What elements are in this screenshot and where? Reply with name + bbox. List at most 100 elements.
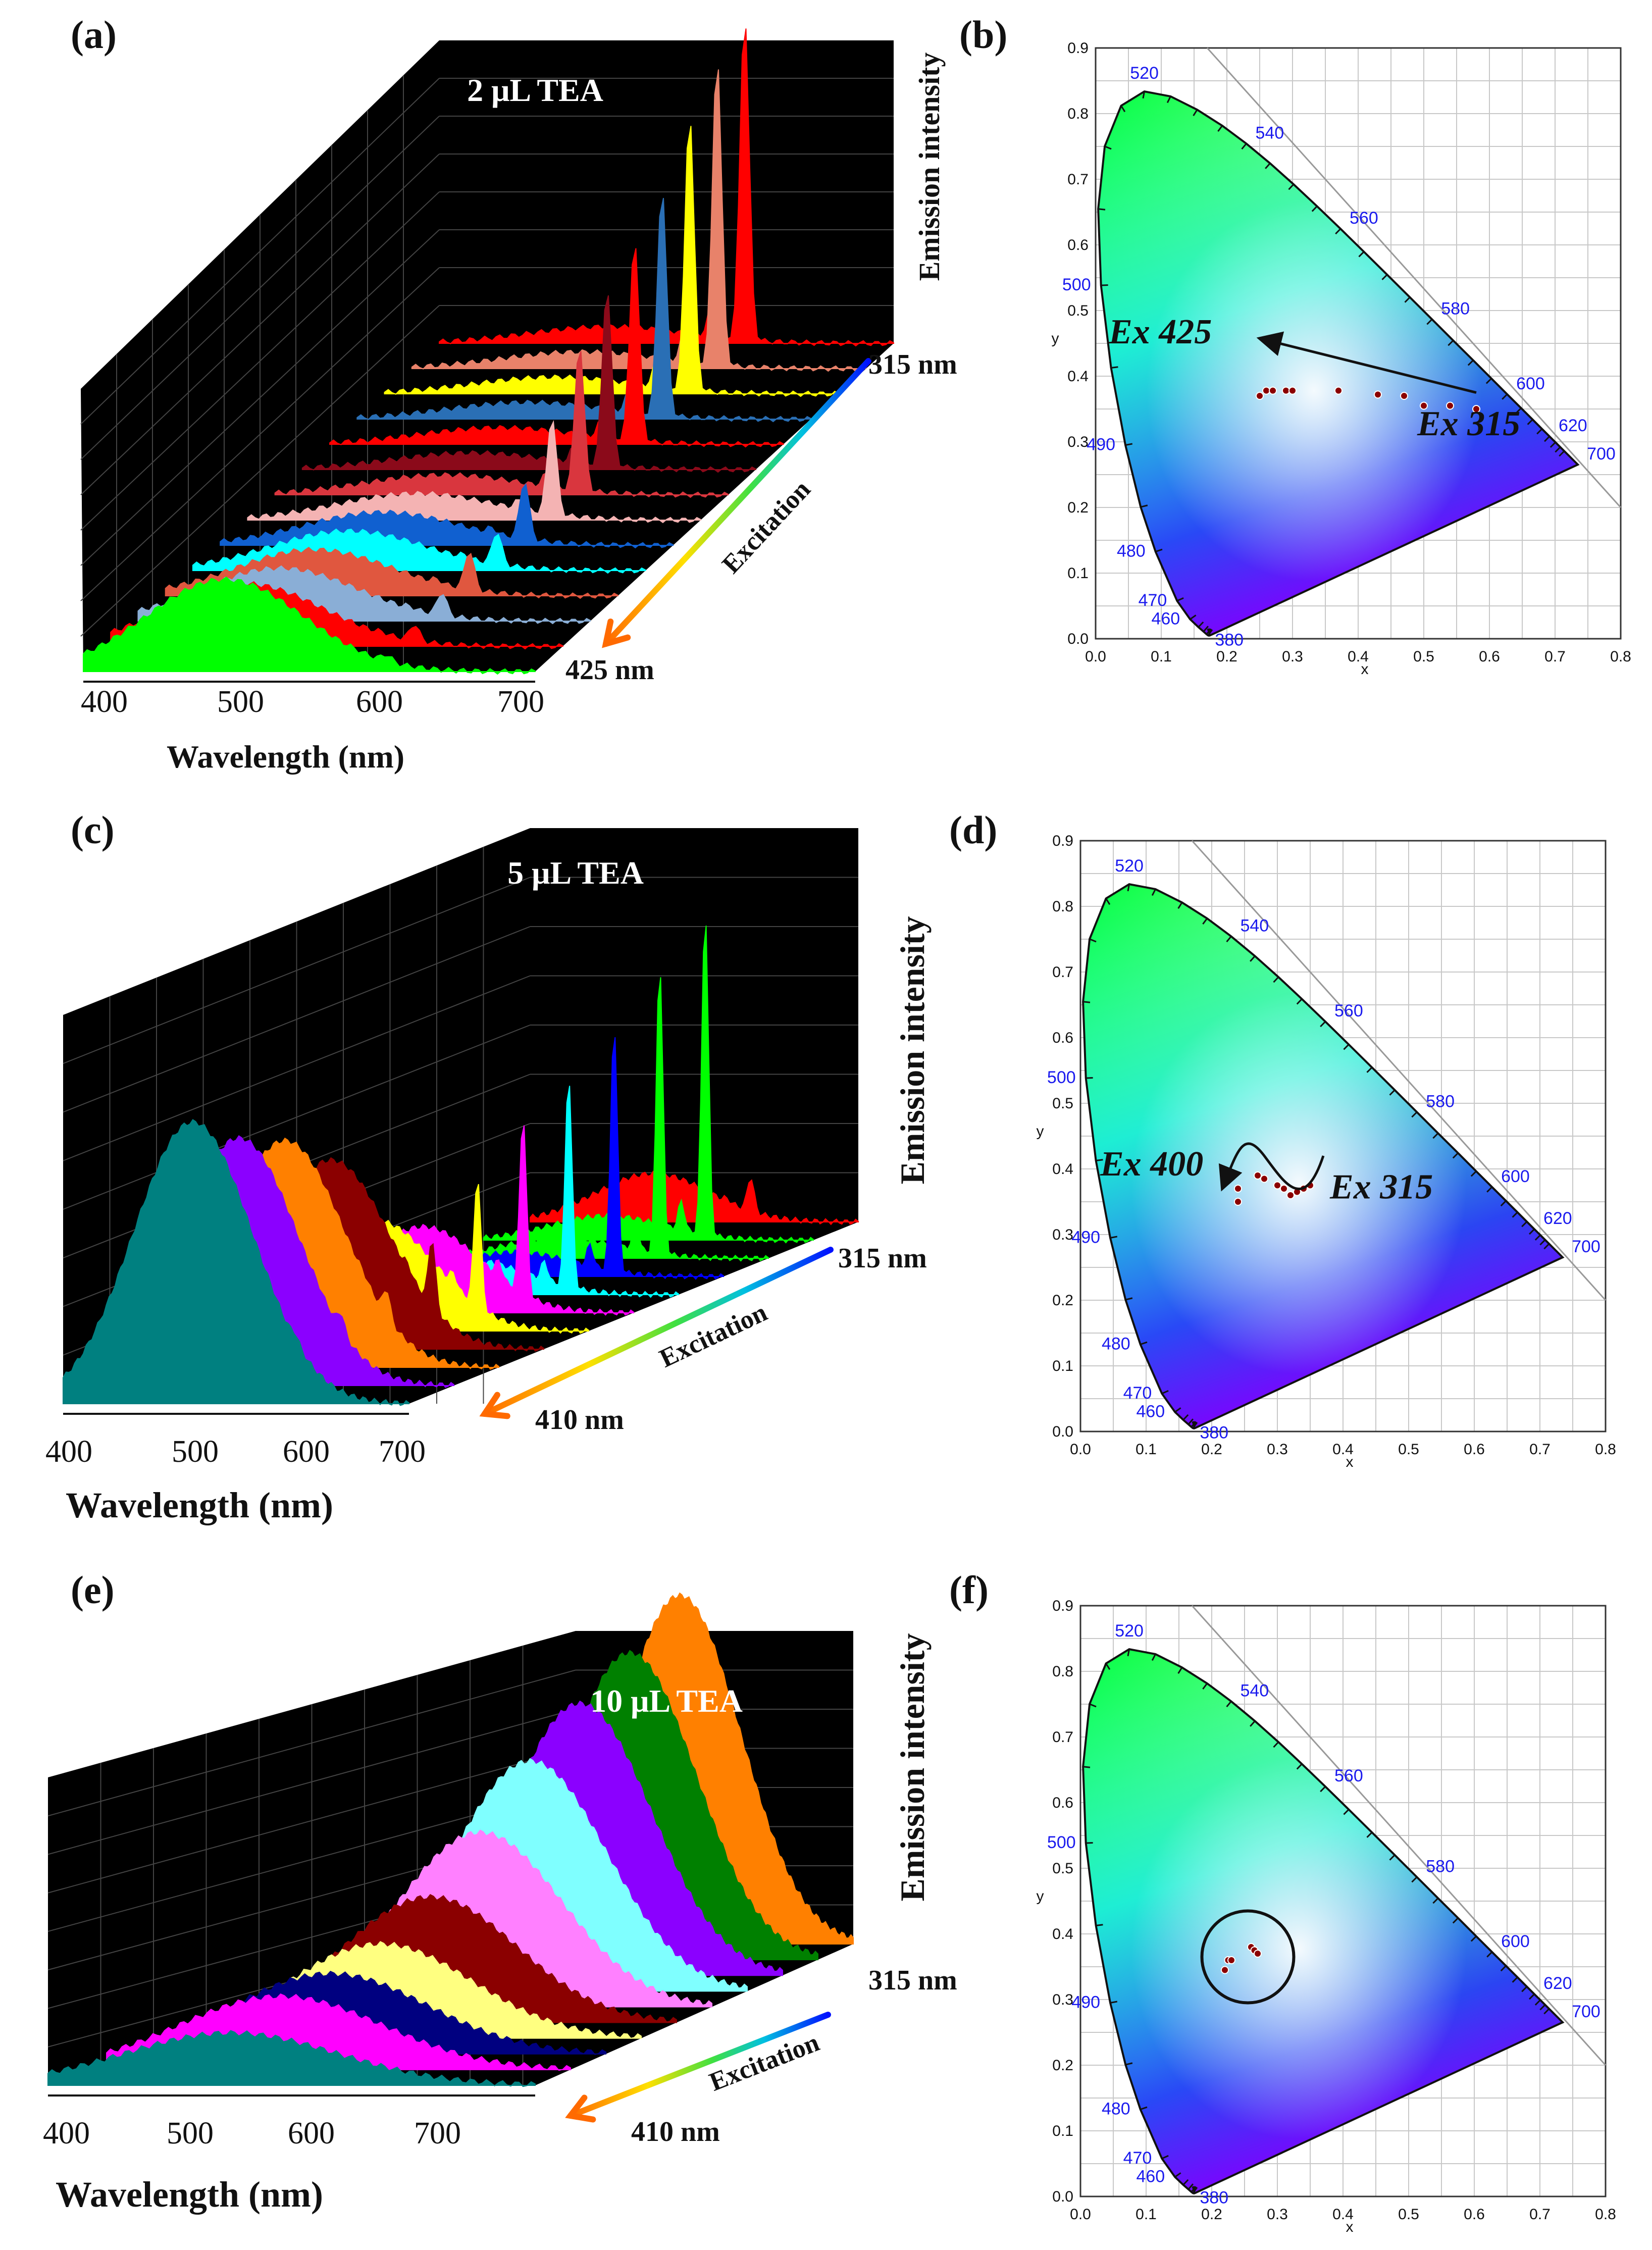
excitation-start-label: 315 nm — [868, 349, 957, 380]
y-tick-label: 0.5 — [1052, 1860, 1073, 1877]
locus-tick — [1241, 143, 1247, 150]
y-tick-label: 0.5 — [1067, 302, 1089, 319]
data-point — [1234, 1185, 1242, 1193]
data-point — [1446, 401, 1454, 410]
y-tick-label: 0.5 — [1052, 1095, 1073, 1112]
waterfall-panel-e: 400 500 600 700 Wavelength (nm) Emission inte… — [43, 1592, 957, 2215]
locus-tick — [1389, 1089, 1396, 1096]
spectrum-series — [329, 248, 784, 448]
wavelength-label: 580 — [1441, 299, 1470, 318]
wavelength-label: 520 — [1115, 1621, 1144, 1641]
wavelength-label: 560 — [1334, 1001, 1363, 1020]
spectrum-series — [83, 576, 536, 675]
locus-tick — [1105, 898, 1111, 905]
panel-label-d: (d) — [949, 808, 997, 852]
locus-tick — [1335, 228, 1341, 235]
locus-tick — [1151, 1654, 1156, 1661]
excitation-start-label: 315 nm — [838, 1243, 927, 1274]
x-tick-label: 0.1 — [1151, 648, 1172, 665]
y-tick-label: 0.1 — [1067, 565, 1089, 582]
locus-tick — [1104, 145, 1112, 150]
locus-tick — [1512, 1211, 1518, 1218]
wavelength-label: 470 — [1123, 2149, 1152, 2168]
locus-tick — [1502, 393, 1508, 400]
locus-tick — [1174, 2172, 1181, 2178]
grid-line — [47, 1669, 576, 1817]
wavelength-label: 520 — [1130, 64, 1159, 83]
locus-tick — [1273, 1741, 1279, 1748]
x-tick-label: 0.8 — [1610, 648, 1631, 665]
wavelength-label: 620 — [1543, 1209, 1572, 1228]
annotation-start: Ex 400 — [1100, 1145, 1203, 1184]
locus-tick — [1273, 976, 1279, 983]
locus-tick — [1161, 2155, 1169, 2160]
x-tick-label: 0.1 — [1135, 1441, 1157, 1458]
x-axis-label: Wavelength (nm) — [167, 739, 404, 775]
locus-tick — [1101, 284, 1108, 286]
locus-tick — [1188, 2183, 1194, 2190]
data-point — [1280, 1185, 1288, 1193]
locus-tick — [1110, 1236, 1118, 1239]
y-tick-label: 0.9 — [1067, 40, 1089, 57]
locus-tick — [1311, 206, 1318, 212]
y-tick-label: 0.3 — [1052, 1991, 1073, 2008]
excitation-arrow — [567, 2012, 831, 2119]
x-axis-label: Wavelength (nm) — [66, 1485, 333, 1525]
x-tick-label: 0.4 — [1332, 2206, 1354, 2223]
panel-title: 2 μL TEA — [467, 72, 603, 108]
grid-line — [80, 229, 440, 566]
locus-tick — [1125, 443, 1133, 446]
diagonal-line — [1206, 47, 1622, 508]
annotation-end: Ex 315 — [1329, 1168, 1433, 1207]
diagonal-line — [1191, 840, 1607, 1301]
wavelength-label: 540 — [1240, 1681, 1269, 1700]
z-axis-label: Emission intensity — [893, 916, 932, 1185]
y-tick-label: 0.0 — [1052, 1423, 1073, 1440]
locus-tick — [1366, 1066, 1373, 1073]
wavelength-label: 700 — [1572, 2002, 1601, 2021]
wavelength-label: 480 — [1117, 541, 1146, 560]
y-tick-label: 0.7 — [1067, 171, 1089, 188]
locus-tick — [1539, 1239, 1546, 1246]
data-point — [1472, 405, 1480, 413]
locus-tick — [1432, 1133, 1439, 1139]
y-tick-label: 0.4 — [1052, 1161, 1073, 1178]
wavelength-label: 460 — [1151, 609, 1180, 628]
locus-tick — [1250, 955, 1256, 962]
x-tick-label: 400 — [43, 2116, 90, 2151]
y-tick-label: 0.2 — [1052, 1292, 1073, 1309]
locus-tick — [1411, 1876, 1418, 1883]
panel-title: 10 μL TEA — [590, 1683, 743, 1719]
locus-tick — [1127, 884, 1130, 892]
excitation-end-label: 410 nm — [535, 1404, 624, 1436]
locus-tick — [1174, 1407, 1181, 1413]
data-point — [1227, 1956, 1235, 1964]
wavelength-label: 380 — [1200, 1423, 1228, 1443]
wavelength-label: 600 — [1501, 1932, 1530, 1951]
panel-label-c: (c) — [71, 808, 115, 852]
wavelength-label: 700 — [1572, 1237, 1601, 1256]
wavelength-label: 490 — [1087, 435, 1115, 454]
wavelength-label: 470 — [1123, 1384, 1152, 1403]
locus-tick — [1543, 1243, 1550, 1250]
data-point — [1254, 1171, 1262, 1180]
locus-tick — [1534, 1234, 1541, 1241]
waterfall-panel-a: 400 500 600 700 Wavelength (nm) Emission inte… — [80, 28, 957, 775]
y-tick-label: 0.6 — [1052, 1795, 1073, 1811]
y-tick-label: 0.1 — [1052, 2123, 1073, 2139]
locus-tick — [1320, 1786, 1326, 1793]
x-tick-label: 0.5 — [1413, 648, 1434, 665]
diagonal-line — [1191, 1605, 1607, 2066]
x-tick-label: 0.5 — [1398, 1441, 1419, 1458]
grid-line — [80, 305, 440, 637]
wavelength-label: 520 — [1115, 856, 1144, 876]
spectrum-series — [384, 126, 839, 397]
locus-tick — [1470, 1170, 1477, 1177]
y-tick-label: 0.6 — [1052, 1030, 1073, 1046]
locus-tick — [1411, 1111, 1418, 1118]
panel-title: 5 μL TEA — [507, 855, 644, 891]
locus-tick — [1559, 450, 1565, 457]
x-tick-label: 0.4 — [1332, 1441, 1354, 1458]
y-tick-label: 0.3 — [1067, 434, 1089, 450]
